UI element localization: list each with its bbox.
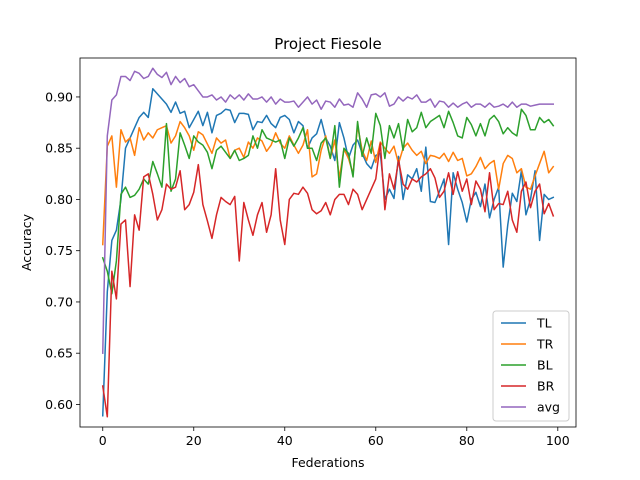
legend-label-bl: BL: [537, 358, 553, 373]
y-tick-label: 0.90: [45, 89, 73, 104]
y-axis-label: Accuracy: [19, 213, 34, 271]
legend-label-tr: TR: [536, 337, 554, 352]
x-tick-label: 0: [99, 433, 107, 448]
y-tick-label: 0.75: [45, 243, 73, 258]
axes-layer: 0 20 40 60 80 100 0.60 0.65 0.70 0.75 0.80 0.85 0.90: [45, 57, 577, 448]
x-tick-label: 60: [368, 433, 384, 448]
series-line-tl: [101, 88, 555, 417]
x-tick-label: 80: [459, 433, 475, 448]
plot-frame: [79, 57, 577, 428]
legend-label-tl: TL: [536, 316, 552, 331]
x-tick-label: 20: [186, 433, 202, 448]
x-tick-label: 100: [546, 433, 570, 448]
y-tick-label: 0.60: [45, 397, 73, 412]
y-tick-label: 0.65: [45, 346, 73, 361]
legend: TL TR BL BR avg: [492, 310, 570, 422]
y-tick-label: 0.85: [45, 141, 73, 156]
series-line-bl: [101, 108, 555, 295]
x-tick-label: 40: [277, 433, 293, 448]
y-tick-label: 0.70: [45, 294, 73, 309]
series-line-avg: [101, 67, 554, 354]
series-layer: [101, 67, 555, 418]
y-tick-label: 0.80: [45, 192, 73, 207]
x-axis-label: Federations: [291, 455, 364, 470]
chart-title: Project Fiesole: [274, 35, 381, 53]
legend-box: [492, 310, 570, 422]
series-line-br: [101, 142, 555, 418]
legend-label-br: BR: [537, 379, 555, 394]
legend-label-avg: avg: [537, 400, 560, 415]
